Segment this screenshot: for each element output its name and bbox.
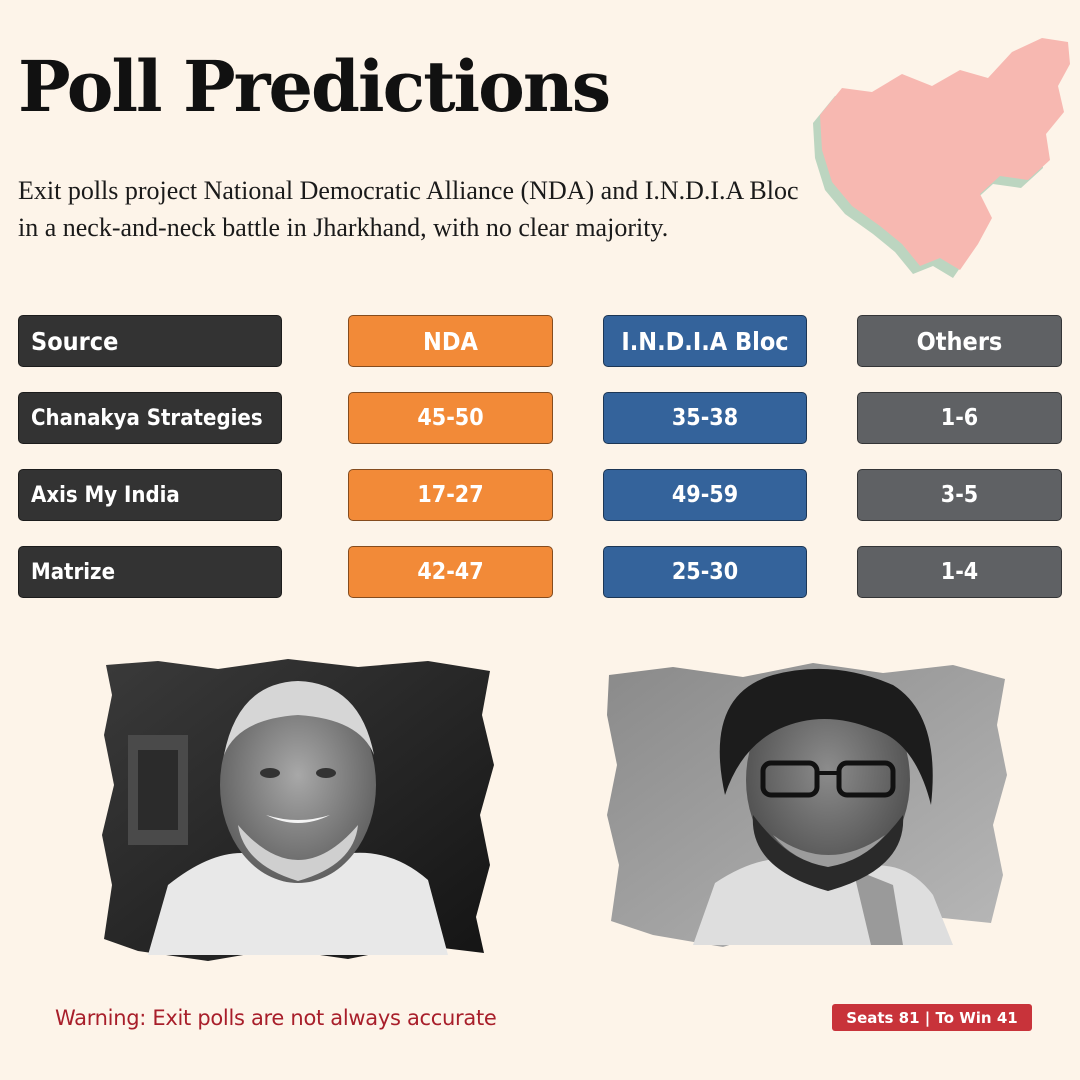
header-india-bloc: I.N.D.I.A Bloc — [603, 315, 807, 367]
row-india-bloc-value: 25-30 — [603, 546, 807, 598]
row-source: Axis My India — [18, 469, 282, 521]
row-nda-value: 17-27 — [348, 469, 553, 521]
warning-text: Warning: Exit polls are not always accur… — [55, 1006, 497, 1030]
politician-portrait-right — [607, 663, 1007, 947]
page-subtitle: Exit polls project National Democratic A… — [18, 176, 799, 242]
header-others: Others — [857, 315, 1062, 367]
row-india-bloc-value: 35-38 — [603, 392, 807, 444]
politician-portrait-left — [102, 659, 494, 961]
row-source: Chanakya Strategies — [18, 392, 282, 444]
row-others-value: 3-5 — [857, 469, 1062, 521]
jharkhand-map-icon — [813, 38, 1070, 278]
row-india-bloc-value: 49-59 — [603, 469, 807, 521]
row-source: Matrize — [18, 546, 282, 598]
row-others-value: 1-4 — [857, 546, 1062, 598]
seats-badge: Seats 81 | To Win 41 — [832, 1004, 1032, 1031]
header-source: Source — [18, 315, 282, 367]
row-others-value: 1-6 — [857, 392, 1062, 444]
row-nda-value: 42-47 — [348, 546, 553, 598]
header-nda: NDA — [348, 315, 553, 367]
row-nda-value: 45-50 — [348, 392, 553, 444]
page-title: Poll Predictions — [18, 45, 611, 128]
